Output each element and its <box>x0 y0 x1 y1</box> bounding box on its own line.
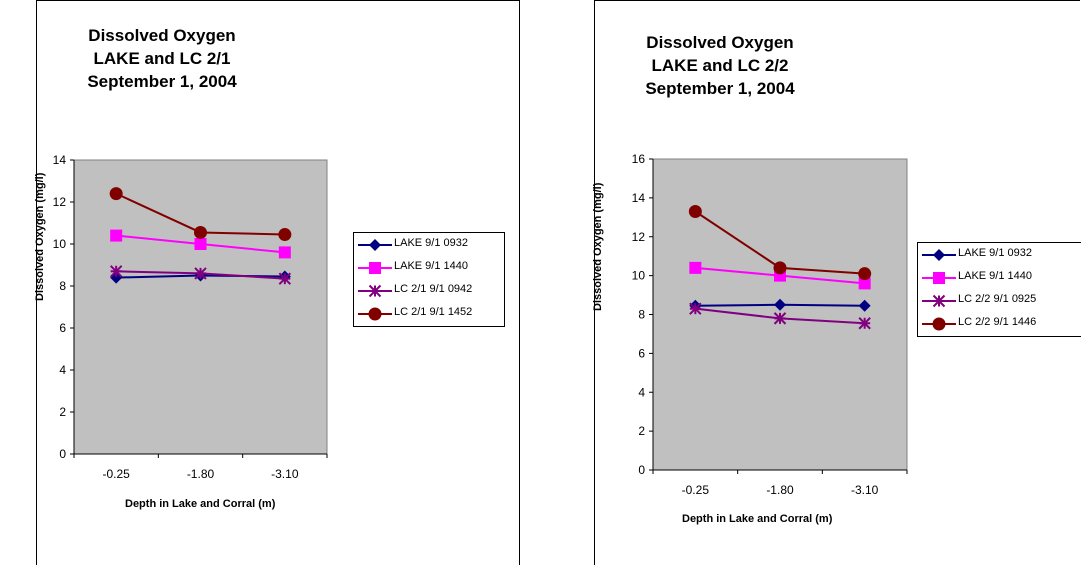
legend-marker <box>368 284 382 298</box>
chart-title-line-2: LAKE and LC 2/2 <box>651 56 789 75</box>
chart-plot: 0 2 4 6 8 10 12 14 -0.25 -1.80 -3.10 <box>53 153 328 481</box>
legend-label: LC 2/1 9/1 1452 <box>394 306 473 318</box>
y-tick-label: 4 <box>59 363 66 377</box>
legend-swatch <box>922 272 956 284</box>
chart-title-line-3: September 1, 2004 <box>645 79 795 98</box>
x-tick-label: -3.10 <box>271 467 299 481</box>
x-tick-label: -1.80 <box>187 467 215 481</box>
x-axis-label: Depth in Lake and Corral (m) <box>682 513 833 525</box>
y-tick-label: 10 <box>53 237 67 251</box>
y-tick-label: 10 <box>632 269 646 283</box>
chart-legend: LAKE 9/1 0932 LAKE 9/1 1440 LC 2/2 9/1 092… <box>917 242 1081 337</box>
legend-marker <box>368 307 382 321</box>
legend-entry: LAKE 9/1 1440 <box>354 256 504 279</box>
data-point <box>773 312 787 325</box>
data-point <box>858 267 872 281</box>
legend-swatch <box>922 294 956 308</box>
data-point <box>858 277 871 290</box>
y-tick-label: 16 <box>632 152 646 166</box>
legend-entry: LC 2/1 9/1 0942 <box>354 279 504 302</box>
data-point <box>278 246 291 259</box>
x-tick-label: -3.10 <box>851 483 879 497</box>
plot-area <box>73 159 328 455</box>
data-point <box>110 229 123 242</box>
legend-swatch <box>922 317 956 331</box>
data-point <box>858 299 871 312</box>
legend-label: LC 2/2 9/1 1446 <box>958 316 1037 328</box>
chart-panel-1: Dissolved Oxygen LAKE and LC 2/1 Septemb… <box>34 0 520 565</box>
x-axis-label: Depth in Lake and Corral (m) <box>125 498 276 510</box>
chart-plot: 0 2 4 6 8 10 12 14 16 -0.25 -1.80 -3.10 <box>632 152 908 497</box>
y-tick-label: 4 <box>638 385 645 399</box>
x-tick-label: -0.25 <box>102 467 130 481</box>
legend-entry: LC 2/2 9/1 0925 <box>918 289 1081 312</box>
legend-swatch <box>358 239 392 251</box>
y-tick-label: 12 <box>632 230 646 244</box>
chart-title-line-1: Dissolved Oxygen <box>646 33 794 52</box>
legend-label: LC 2/1 9/1 0942 <box>394 283 473 295</box>
y-tick-label: 2 <box>59 405 66 419</box>
y-tick-label: 14 <box>632 191 646 205</box>
data-point <box>774 298 786 311</box>
chart-title-line-2: LAKE and LC 2/1 <box>93 49 231 68</box>
legend-label: LC 2/2 9/1 0925 <box>958 293 1037 305</box>
x-tick-label: -0.25 <box>682 483 710 497</box>
y-tick-label: 6 <box>638 346 645 360</box>
data-point <box>109 265 123 278</box>
y-tick-label: 8 <box>638 308 645 322</box>
data-point <box>194 225 207 239</box>
y-tick-label: 0 <box>638 463 645 477</box>
legend-swatch <box>358 307 392 321</box>
data-point <box>858 317 871 330</box>
legend-swatch <box>922 249 956 261</box>
legend-marker <box>932 294 946 308</box>
y-tick-label: 8 <box>59 279 66 293</box>
legend-entry: LAKE 9/1 1440 <box>918 266 1081 289</box>
data-point <box>194 267 207 280</box>
legend-marker <box>933 249 945 261</box>
legend-label: LAKE 9/1 0932 <box>394 237 469 249</box>
legend-swatch <box>358 262 392 274</box>
y-tick-label: 6 <box>59 321 66 335</box>
data-point <box>689 302 702 315</box>
legend-marker <box>932 317 946 331</box>
data-point <box>688 204 702 218</box>
legend-label: LAKE 9/1 1440 <box>958 270 1033 282</box>
data-point <box>689 261 702 274</box>
chart-title-line-3: September 1, 2004 <box>87 72 237 91</box>
x-tick-label: -1.80 <box>766 483 794 497</box>
data-point <box>278 228 292 242</box>
y-tick-label: 0 <box>59 447 66 461</box>
legend-marker <box>933 272 945 284</box>
legend-label: LAKE 9/1 0932 <box>958 247 1033 259</box>
y-tick-label: 2 <box>638 424 645 438</box>
data-point <box>194 238 207 250</box>
data-point <box>278 272 292 285</box>
chart-panel-2: Dissolved Oxygen LAKE and LC 2/2 Septemb… <box>592 0 1081 565</box>
legend-entry: LC 2/1 9/1 1452 <box>354 302 504 325</box>
legend-entry: LAKE 9/1 0932 <box>918 243 1081 266</box>
data-point <box>773 261 787 275</box>
legend-swatch <box>358 284 392 298</box>
y-tick-label: 14 <box>53 153 67 167</box>
legend-label: LAKE 9/1 1440 <box>394 260 469 272</box>
legend-marker <box>369 262 381 274</box>
legend-entry: LC 2/2 9/1 1446 <box>918 312 1081 335</box>
data-point <box>109 187 123 201</box>
chart-title-line-1: Dissolved Oxygen <box>88 26 236 45</box>
y-tick-label: 12 <box>53 195 67 209</box>
chart-legend: LAKE 9/1 0932 LAKE 9/1 1440 LC 2/1 9/1 094… <box>353 232 505 327</box>
legend-marker <box>369 239 381 251</box>
legend-entry: LAKE 9/1 0932 <box>354 233 504 256</box>
